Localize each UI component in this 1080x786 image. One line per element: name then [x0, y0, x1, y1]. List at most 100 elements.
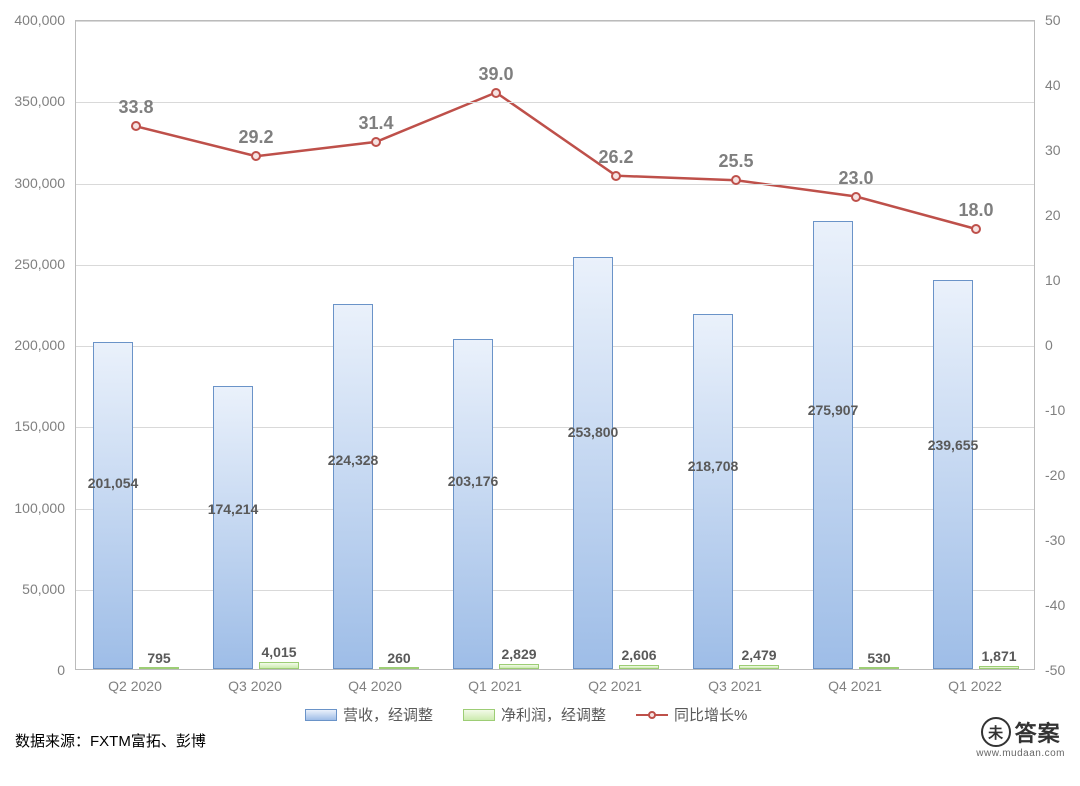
growth-marker — [251, 151, 261, 161]
legend-label-line: 同比增长% — [674, 704, 747, 725]
watermark-top: 未 答案 — [981, 716, 1061, 748]
y1-tick-label: 150,000 — [5, 418, 65, 434]
legend-item-line: 同比增长% — [636, 704, 747, 725]
bar-netprofit — [259, 662, 299, 669]
legend-item-bar1: 营收，经调整 — [305, 704, 433, 725]
bar-netprofit — [499, 664, 539, 669]
bar-netprofit-label: 260 — [387, 650, 410, 666]
bar-revenue-label: 239,655 — [928, 437, 979, 453]
x-tick-label: Q3 2020 — [228, 678, 282, 694]
bar-revenue-label: 174,214 — [208, 501, 259, 517]
bar-revenue — [333, 304, 373, 669]
y2-tick-label: 50 — [1045, 12, 1061, 28]
watermark: 未 答案 www.mudaan.com — [976, 716, 1065, 759]
y1-tick-label: 50,000 — [5, 581, 65, 597]
y1-tick-label: 250,000 — [5, 256, 65, 272]
y1-tick-label: 0 — [5, 662, 65, 678]
growth-marker — [851, 192, 861, 202]
y2-tick-label: 0 — [1045, 337, 1053, 353]
y1-tick-label: 300,000 — [5, 175, 65, 191]
bar-netprofit — [859, 667, 899, 669]
growth-marker — [131, 121, 141, 131]
growth-label: 26.2 — [598, 147, 633, 168]
bar-revenue-label: 201,054 — [88, 475, 139, 491]
bar-netprofit — [619, 665, 659, 669]
bar-netprofit — [739, 665, 779, 669]
bar-revenue — [813, 221, 853, 669]
y2-tick-label: 10 — [1045, 272, 1061, 288]
y1-tick-label: 200,000 — [5, 337, 65, 353]
x-tick-label: Q3 2021 — [708, 678, 762, 694]
growth-label: 29.2 — [238, 127, 273, 148]
bar-revenue-label: 253,800 — [568, 424, 619, 440]
legend-label-bar1: 营收，经调整 — [343, 704, 433, 725]
bar-netprofit-label: 2,829 — [501, 646, 536, 662]
watermark-icon: 未 — [981, 717, 1011, 747]
bar-netprofit — [139, 667, 179, 669]
legend: 营收，经调整 净利润，经调整 同比增长% — [305, 704, 747, 725]
gridline — [76, 21, 1034, 22]
y2-tick-label: -10 — [1045, 402, 1065, 418]
growth-label: 18.0 — [958, 200, 993, 221]
bar-netprofit — [379, 667, 419, 669]
x-tick-label: Q4 2021 — [828, 678, 882, 694]
growth-label: 23.0 — [838, 168, 873, 189]
bar-netprofit-label: 1,871 — [981, 648, 1016, 664]
x-tick-label: Q2 2020 — [108, 678, 162, 694]
watermark-title: 答案 — [1015, 716, 1061, 748]
growth-line — [136, 93, 976, 230]
legend-swatch-bar2 — [463, 709, 495, 721]
x-tick-label: Q1 2021 — [468, 678, 522, 694]
bar-revenue — [213, 386, 253, 669]
gridline — [76, 184, 1034, 185]
y1-tick-label: 400,000 — [5, 12, 65, 28]
gridline — [76, 265, 1034, 266]
bar-revenue — [573, 257, 613, 669]
y1-tick-label: 350,000 — [5, 93, 65, 109]
bar-revenue — [693, 314, 733, 669]
source-note: 数据来源：FXTM富拓、彭博 — [15, 730, 206, 751]
bar-netprofit-label: 530 — [867, 650, 890, 666]
y2-tick-label: -20 — [1045, 467, 1065, 483]
x-tick-label: Q2 2021 — [588, 678, 642, 694]
watermark-sub: www.mudaan.com — [976, 748, 1065, 759]
growth-label: 25.5 — [718, 151, 753, 172]
x-tick-label: Q4 2020 — [348, 678, 402, 694]
growth-marker — [731, 175, 741, 185]
y2-tick-label: 20 — [1045, 207, 1061, 223]
growth-marker — [611, 171, 621, 181]
growth-label: 31.4 — [358, 113, 393, 134]
legend-item-bar2: 净利润，经调整 — [463, 704, 606, 725]
bar-revenue-label: 224,328 — [328, 452, 379, 468]
y2-tick-label: -40 — [1045, 597, 1065, 613]
bar-netprofit-label: 2,479 — [741, 647, 776, 663]
bar-netprofit — [979, 666, 1019, 669]
growth-marker — [371, 137, 381, 147]
bar-revenue-label: 275,907 — [808, 402, 859, 418]
growth-marker — [491, 88, 501, 98]
bar-revenue — [93, 342, 133, 669]
bar-revenue-label: 218,708 — [688, 458, 739, 474]
y2-tick-label: 30 — [1045, 142, 1061, 158]
bar-revenue — [453, 339, 493, 669]
x-tick-label: Q1 2022 — [948, 678, 1002, 694]
growth-label: 39.0 — [478, 64, 513, 85]
bar-revenue-label: 203,176 — [448, 473, 499, 489]
legend-label-bar2: 净利润，经调整 — [501, 704, 606, 725]
plot-area: 201,054 795 174,214 4,015 224,328 260 203,176 2… — [75, 20, 1035, 670]
gridline — [76, 346, 1034, 347]
y2-tick-label: -50 — [1045, 662, 1065, 678]
y1-tick-label: 100,000 — [5, 500, 65, 516]
growth-label: 33.8 — [118, 97, 153, 118]
bar-revenue — [933, 280, 973, 669]
gridline — [76, 102, 1034, 103]
bar-netprofit-label: 795 — [147, 650, 170, 666]
growth-marker — [971, 224, 981, 234]
y2-tick-label: -30 — [1045, 532, 1065, 548]
y2-tick-label: 40 — [1045, 77, 1061, 93]
legend-swatch-bar1 — [305, 709, 337, 721]
legend-swatch-line — [636, 714, 668, 716]
chart-container: 201,054 795 174,214 4,015 224,328 260 203,176 2… — [0, 0, 1080, 786]
bar-netprofit-label: 4,015 — [261, 644, 296, 660]
bar-netprofit-label: 2,606 — [621, 647, 656, 663]
